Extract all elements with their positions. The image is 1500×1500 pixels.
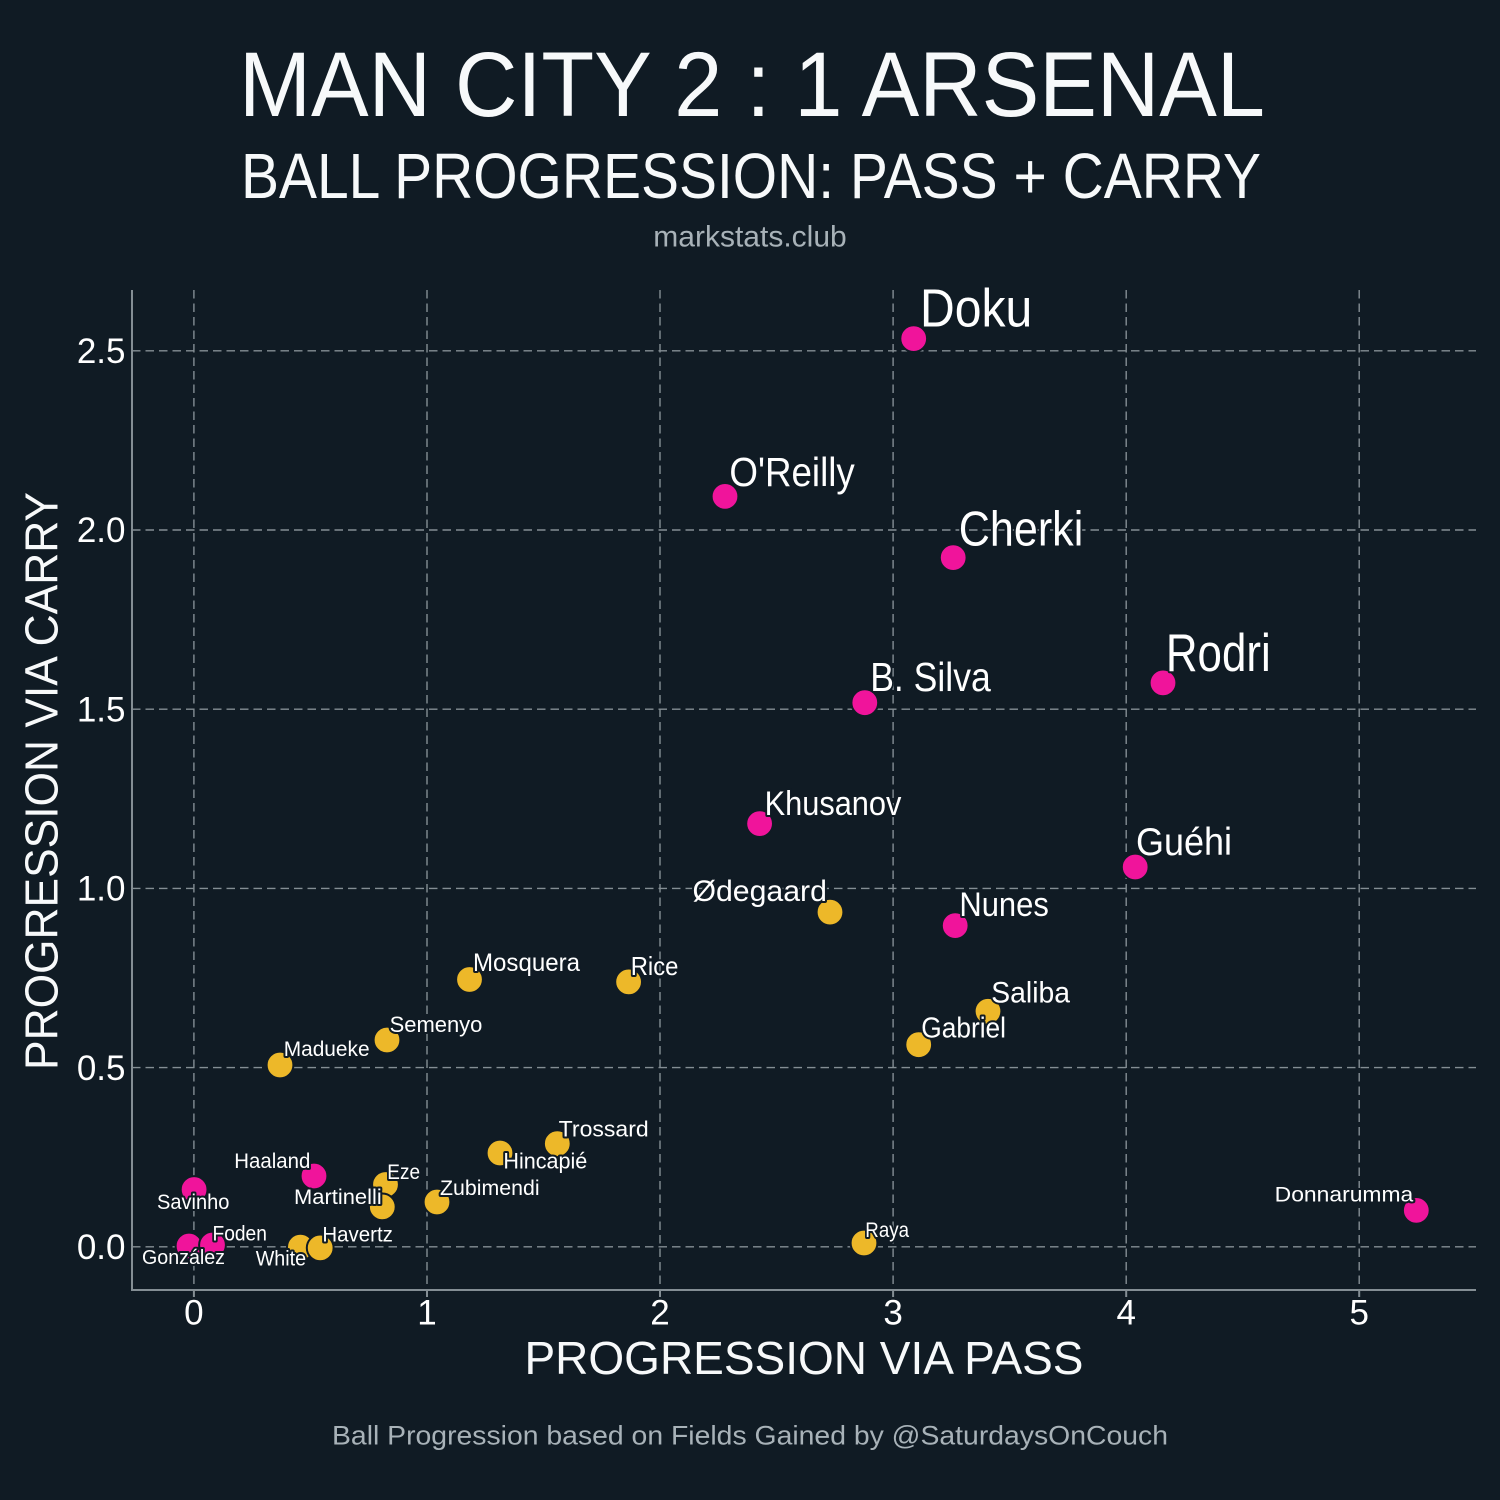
svg-text:Doku: Doku bbox=[920, 279, 1032, 339]
svg-text:PROGRESSION VIA PASS: PROGRESSION VIA PASS bbox=[525, 1332, 1084, 1384]
svg-text:0.5: 0.5 bbox=[77, 1049, 126, 1088]
svg-text:White: White bbox=[256, 1248, 306, 1271]
svg-text:1.5: 1.5 bbox=[77, 690, 126, 729]
svg-text:Cherki: Cherki bbox=[959, 502, 1084, 556]
svg-text:Khusanov: Khusanov bbox=[765, 785, 902, 823]
svg-text:B. Silva: B. Silva bbox=[870, 654, 991, 700]
svg-text:Ball Progression based on Fiel: Ball Progression based on Fields Gained … bbox=[332, 1420, 1168, 1450]
svg-text:0.0: 0.0 bbox=[77, 1228, 126, 1267]
svg-text:Madueke: Madueke bbox=[284, 1038, 370, 1061]
svg-text:Donnarumma: Donnarumma bbox=[1275, 1183, 1414, 1206]
svg-text:4: 4 bbox=[1116, 1294, 1135, 1333]
svg-text:Mosquera: Mosquera bbox=[473, 949, 580, 977]
svg-text:0: 0 bbox=[184, 1294, 203, 1333]
svg-text:PROGRESSION VIA CARRY: PROGRESSION VIA CARRY bbox=[16, 492, 68, 1070]
svg-text:1: 1 bbox=[417, 1294, 436, 1333]
svg-text:Zubimendi: Zubimendi bbox=[440, 1177, 540, 1200]
svg-text:Saliba: Saliba bbox=[991, 977, 1070, 1010]
svg-text:Foden: Foden bbox=[213, 1223, 267, 1246]
svg-text:BALL PROGRESSION: PASS + CARRY: BALL PROGRESSION: PASS + CARRY bbox=[241, 140, 1261, 212]
svg-text:Rice: Rice bbox=[631, 951, 679, 981]
svg-text:2: 2 bbox=[650, 1294, 669, 1333]
svg-text:5: 5 bbox=[1349, 1294, 1368, 1333]
svg-text:Semenyo: Semenyo bbox=[390, 1012, 483, 1037]
svg-text:1.0: 1.0 bbox=[77, 870, 126, 909]
svg-text:markstats.club: markstats.club bbox=[653, 221, 846, 254]
svg-text:O'Reilly: O'Reilly bbox=[729, 449, 855, 495]
svg-text:Raya: Raya bbox=[865, 1219, 909, 1242]
svg-text:González: González bbox=[142, 1247, 225, 1269]
svg-text:Havertz: Havertz bbox=[322, 1223, 393, 1246]
svg-text:Haaland: Haaland bbox=[234, 1150, 310, 1173]
svg-text:Hincapié: Hincapié bbox=[503, 1149, 587, 1174]
svg-text:3: 3 bbox=[883, 1294, 902, 1333]
svg-text:Nunes: Nunes bbox=[959, 886, 1048, 924]
svg-text:Martinelli: Martinelli bbox=[294, 1186, 382, 1209]
svg-text:Savinho: Savinho bbox=[157, 1191, 229, 1214]
svg-text:2.5: 2.5 bbox=[77, 332, 126, 371]
svg-text:Guéhi: Guéhi bbox=[1136, 821, 1232, 864]
svg-text:Gabriel: Gabriel bbox=[921, 1012, 1006, 1044]
svg-text:Rodri: Rodri bbox=[1166, 624, 1271, 683]
svg-text:Trossard: Trossard bbox=[559, 1116, 649, 1141]
svg-text:MAN CITY 2 : 1 ARSENAL: MAN CITY 2 : 1 ARSENAL bbox=[239, 34, 1265, 136]
svg-text:2.0: 2.0 bbox=[77, 511, 126, 550]
svg-text:Ødegaard: Ødegaard bbox=[693, 875, 827, 908]
svg-text:Eze: Eze bbox=[387, 1161, 420, 1184]
